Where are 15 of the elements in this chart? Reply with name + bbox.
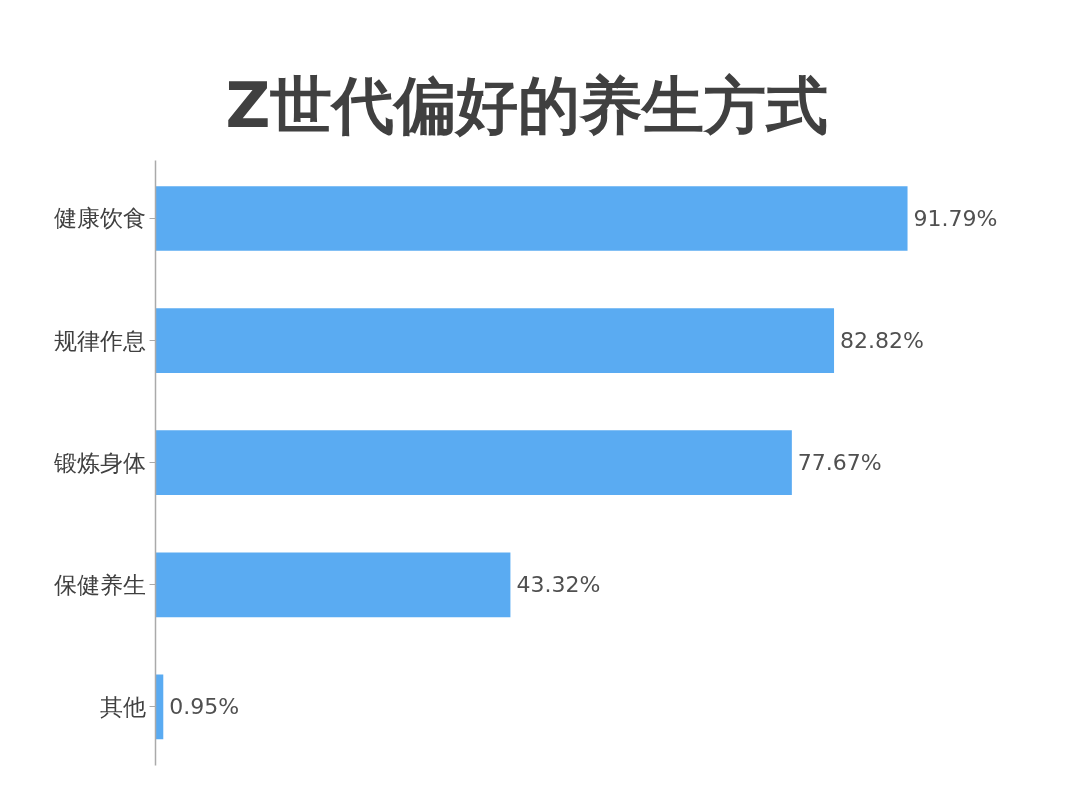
data-label: 43.32% [516, 572, 601, 598]
data-label: 77.67% [797, 450, 882, 476]
bar [155, 430, 792, 496]
y-tick-label: 健康饮食 [53, 205, 146, 232]
y-tick-label: 锻炼身体 [52, 449, 146, 476]
y-tick-label: 其他 [99, 693, 146, 720]
y-tick-label: 保健养生 [53, 571, 146, 598]
bar [155, 308, 835, 373]
data-label: 0.95% [169, 694, 240, 720]
chart-title: Z世代偏好的养生方式 [225, 69, 829, 142]
y-tick-label: 规律作息 [53, 327, 146, 354]
data-label: 91.79% [913, 206, 998, 231]
bar [155, 186, 908, 251]
data-label: 82.82% [840, 328, 924, 354]
bar [155, 552, 511, 618]
